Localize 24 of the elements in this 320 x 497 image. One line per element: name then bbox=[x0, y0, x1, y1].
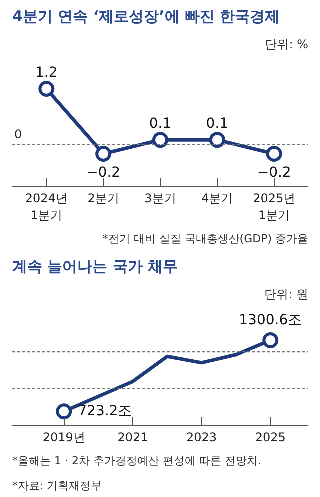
data-label: −0.2 bbox=[86, 165, 121, 181]
x-tick-label: 2025년 1분기 bbox=[253, 192, 296, 222]
data-label: −0.2 bbox=[257, 165, 292, 181]
annotation: 723.2조 bbox=[78, 404, 132, 420]
x-tick-label: 2019년 bbox=[42, 430, 86, 444]
x-tick-label: 2025 bbox=[255, 430, 286, 444]
chart-subtitle: 단위: % bbox=[265, 38, 309, 52]
data-label: 0.1 bbox=[149, 116, 172, 132]
x-tick-label: 2분기 bbox=[88, 192, 120, 206]
chart-title: 4분기 연속 ‘제로성장’에 빠진 한국경제 bbox=[12, 8, 280, 26]
x-tick-label: 2021 bbox=[118, 430, 148, 444]
text: *올해는 1 · 2차 추가경정예산 편성에 따른 전망치. bbox=[12, 454, 262, 468]
ref-line-label: 0 bbox=[14, 128, 22, 142]
annotation: 1300.6조 bbox=[239, 312, 302, 328]
chart-title: 계속 늘어나는 국가 채무 bbox=[12, 258, 178, 276]
data-label: 1.2 bbox=[36, 65, 58, 81]
x-tick-label: 2024년 1분기 bbox=[25, 192, 68, 222]
x-tick-label: 4분기 bbox=[202, 192, 234, 206]
text: *전기 대비 실질 국내총생산(GDP) 증가율 bbox=[102, 232, 309, 246]
chart-subtitle: 단위: 원 bbox=[264, 288, 308, 302]
x-tick-label: 3분기 bbox=[144, 192, 176, 206]
text: *자료: 기획재정부 bbox=[12, 480, 102, 492]
x-tick-label: 2023 bbox=[186, 430, 218, 444]
data-label: 0.1 bbox=[206, 116, 229, 132]
